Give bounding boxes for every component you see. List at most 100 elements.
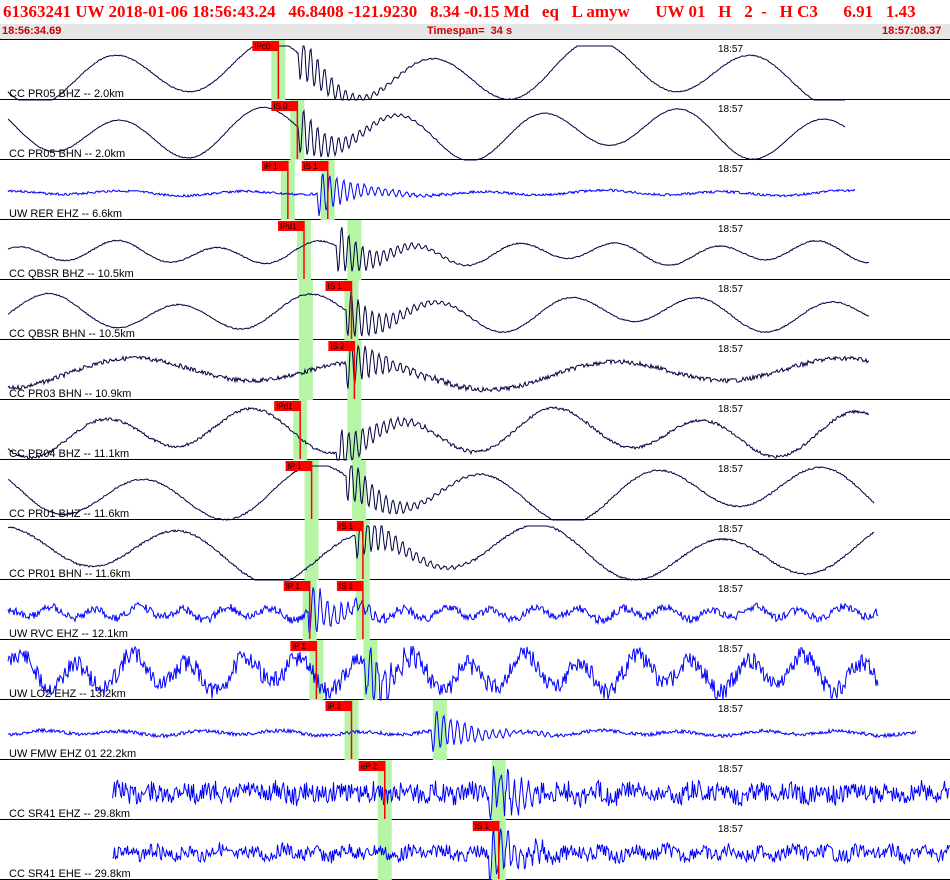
- trace-row[interactable]: IS 1 18:57 CC SR41 EHE -- 29.8km: [0, 820, 950, 880]
- waveform-trace[interactable]: [7, 645, 879, 701]
- pick-label: IS 1: [339, 582, 354, 591]
- pick-flag[interactable]: iP 1: [325, 701, 353, 759]
- pick-label: IS 2: [330, 342, 345, 351]
- pick-label: IPc0: [254, 42, 271, 51]
- pick-flag-box: [252, 41, 279, 51]
- pick-flag[interactable]: IP 1: [283, 581, 311, 639]
- row-time-label: 18:57: [718, 824, 743, 835]
- row-time-label: 18:57: [718, 344, 743, 355]
- trace-row[interactable]: IS 2 18:57 CC PR03 BHN -- 10.9km: [0, 340, 950, 400]
- waveform-trace[interactable]: [7, 587, 879, 633]
- pick-flag[interactable]: IS 0: [271, 101, 299, 159]
- waveform-trace[interactable]: [7, 344, 870, 393]
- pick-flag[interactable]: iS 1: [301, 161, 329, 219]
- pick-flag[interactable]: IS 1: [336, 521, 364, 579]
- pick-flag[interactable]: IPd1: [274, 401, 301, 459]
- waveform-trace[interactable]: [112, 765, 950, 820]
- pick-flag[interactable]: iP 1: [261, 161, 289, 219]
- pick-flag[interactable]: iP 1: [290, 641, 318, 699]
- pick-flag-box: [301, 161, 328, 171]
- pick-flag[interactable]: IP 1: [285, 461, 313, 519]
- trace-row[interactable]: IP 1 IS 1 18:57 UW RVC EHZ -- 12.1km: [0, 580, 950, 640]
- pick-label: iP 1: [264, 162, 278, 171]
- pick-flag-box: [358, 761, 385, 771]
- station-label: CC SR41 EHZ -- 29.8km: [9, 808, 130, 820]
- time-info-bar: 18:56:34.69 Timespan= 34 s 18:57:08.37: [0, 24, 950, 40]
- pick-flag-box: [336, 581, 363, 591]
- pick-flag-box: [285, 461, 312, 471]
- trace-row[interactable]: IPc0 18:57 CC PR05 BHZ -- 2.0km: [0, 40, 950, 101]
- row-time-label: 18:57: [718, 524, 743, 535]
- waveform-trace[interactable]: [7, 525, 875, 581]
- header-bar: 61363241 UW 2018-01-06 18:56:43.24 46.84…: [0, 0, 950, 40]
- waveform-trace[interactable]: [7, 106, 846, 161]
- pick-label: IS 1: [475, 822, 490, 831]
- pick-highlight: [298, 280, 313, 340]
- station-label: CC PR05 BHZ -- 2.0km: [9, 88, 124, 100]
- pick-flag-box: [325, 281, 352, 291]
- waveform-trace[interactable]: [112, 827, 950, 880]
- trace-row[interactable]: iP 1 iS 1 18:57 UW RER EHZ -- 6.6km: [0, 160, 950, 220]
- station-label: CC PR01 BHZ -- 11.6km: [9, 508, 129, 520]
- pick-highlight: [304, 520, 319, 580]
- end-time: 18:57:08.37: [882, 25, 942, 37]
- pick-flag[interactable]: IPd1: [278, 221, 305, 279]
- pick-flag[interactable]: eP 2: [358, 761, 386, 819]
- row-time-label: 18:57: [718, 104, 743, 115]
- trace-row[interactable]: IS 0 18:57 CC PR05 BHN -- 2.0km: [0, 100, 950, 161]
- trace-row[interactable]: iP 1 18:57 UW LO2 EHZ -- 13.2km: [0, 640, 950, 701]
- station-label: UW LO2 EHZ -- 13.2km: [9, 688, 126, 700]
- trace-row[interactable]: eP 2 18:57 CC SR41 EHZ -- 29.8km: [0, 760, 950, 820]
- station-label: CC QBSR BHZ -- 10.5km: [9, 268, 134, 280]
- waveform-trace[interactable]: [7, 406, 870, 462]
- pick-label: IP 1: [288, 462, 303, 471]
- station-label: CC PR03 BHN -- 10.9km: [9, 388, 131, 400]
- row-time-label: 18:57: [718, 704, 743, 715]
- pick-label: eP 2: [361, 762, 378, 771]
- pick-label: IS 1: [328, 282, 343, 291]
- trace-row[interactable]: IS 1 18:57 CC QBSR BHN -- 10.5km: [0, 280, 950, 340]
- station-label: CC PR05 BHN -- 2.0km: [9, 148, 125, 160]
- waveform-panel[interactable]: IPc0 18:57 CC PR05 BHZ -- 2.0km IS 0 18:57 CC…: [0, 40, 950, 880]
- pick-flag-box: [278, 221, 304, 231]
- row-time-label: 18:57: [718, 644, 743, 655]
- pick-flag[interactable]: IS 1: [325, 281, 353, 339]
- pick-flag-box: [336, 521, 363, 531]
- event-title: 61363241 UW 2018-01-06 18:56:43.24 46.84…: [3, 2, 916, 21]
- waveform-trace[interactable]: [7, 173, 856, 216]
- pick-flag-box: [271, 101, 298, 111]
- pick-label: iP 1: [328, 702, 342, 711]
- station-label: UW RER EHZ -- 6.6km: [9, 208, 122, 220]
- waveform-trace[interactable]: [7, 710, 917, 752]
- pick-label: IPd1: [276, 402, 293, 411]
- pick-flag-box: [325, 701, 352, 711]
- pick-flag-box: [261, 161, 288, 171]
- pick-label: iP 1: [292, 642, 306, 651]
- waveform-trace[interactable]: [7, 465, 875, 521]
- pick-label: IS 0: [273, 102, 288, 111]
- trace-row[interactable]: IPd1 18:57 CC PR04 BHZ -- 11.1km: [0, 400, 950, 462]
- waveform-trace[interactable]: [7, 226, 870, 272]
- waveform-trace[interactable]: [7, 291, 870, 337]
- trace-row[interactable]: IS 1 18:57 CC PR01 BHN -- 11.6km: [0, 520, 950, 581]
- station-label: UW RVC EHZ -- 12.1km: [9, 628, 128, 640]
- trace-row[interactable]: IPd1 18:57 CC QBSR BHZ -- 10.5km: [0, 220, 950, 280]
- timespan-label: Timespan= 34 s: [427, 25, 513, 37]
- pick-label: IP 1: [286, 582, 301, 591]
- trace-row[interactable]: IP 1 18:57 CC PR01 BHZ -- 11.6km: [0, 460, 950, 521]
- row-time-label: 18:57: [718, 464, 743, 475]
- pick-flag[interactable]: IS 1: [472, 821, 500, 879]
- station-label: CC QBSR BHN -- 10.5km: [9, 328, 135, 340]
- trace-row[interactable]: iP 1 18:57 UW FMW EHZ 01 22.2km: [0, 700, 950, 760]
- pick-highlight: [352, 460, 367, 520]
- pick-flag[interactable]: IS 1: [336, 581, 364, 639]
- pick-flag[interactable]: IPc0: [252, 41, 280, 99]
- pick-highlight: [298, 340, 313, 400]
- pick-flag[interactable]: IS 2: [328, 341, 356, 399]
- station-label: UW FMW EHZ 01 22.2km: [9, 748, 136, 760]
- pick-flag-box: [290, 641, 317, 651]
- pick-flag-box: [274, 401, 301, 411]
- row-time-label: 18:57: [718, 164, 743, 175]
- pick-label: IS 1: [339, 522, 354, 531]
- waveform-trace[interactable]: [7, 45, 845, 101]
